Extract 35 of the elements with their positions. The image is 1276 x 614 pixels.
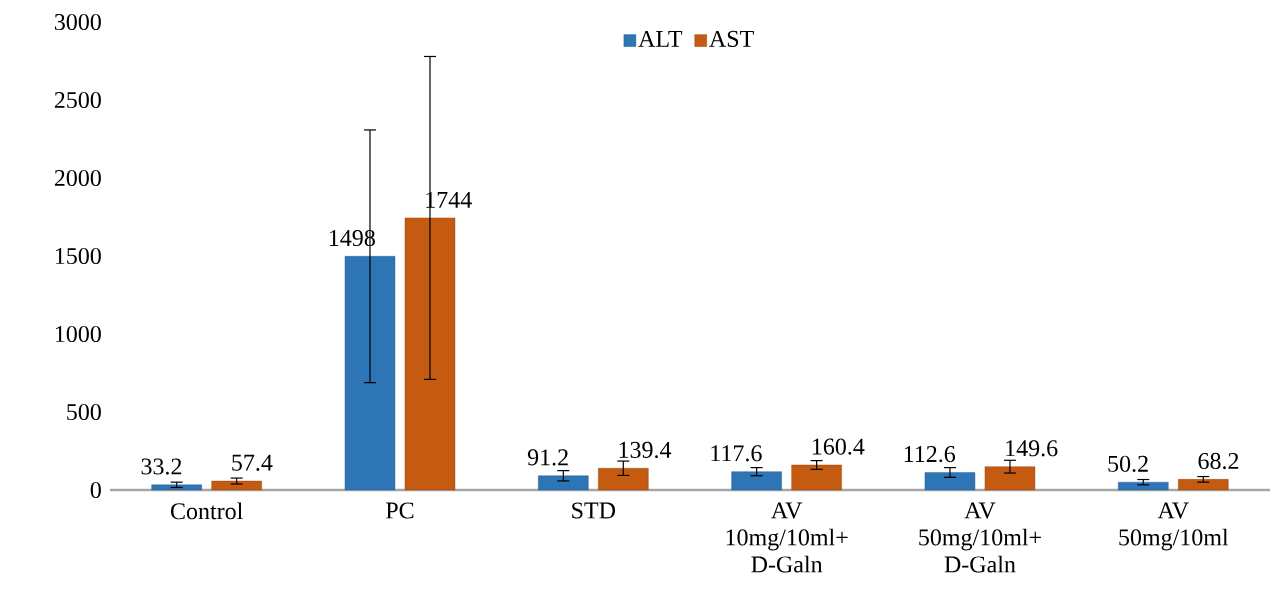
x-tick-label: AV 50mg/10ml (1119, 502, 1229, 551)
x-tick-label: AV 50mg/10ml+ D-Galn (919, 502, 1041, 573)
y-tick-label: 1500 (55, 247, 101, 265)
data-label: 33.2 (141, 458, 182, 475)
data-label: 91.2 (527, 449, 568, 466)
bar (211, 480, 262, 491)
y-tick-label: 0 (90, 481, 101, 499)
data-label: 160.4 (812, 438, 865, 455)
data-label: 117.6 (711, 445, 762, 462)
x-tick-label: PC (386, 502, 414, 519)
data-label: 50.2 (1108, 455, 1148, 472)
bar (151, 484, 202, 491)
data-label: 57.4 (232, 454, 273, 471)
data-label: 68.2 (1198, 452, 1239, 470)
x-tick-label: AV 10mg/10ml+ D-Galn (726, 502, 848, 573)
bar (924, 472, 976, 491)
bar (1118, 481, 1169, 491)
y-tick-label: 2500 (54, 91, 101, 109)
bar (984, 466, 1036, 491)
x-tick-label: Control (170, 502, 243, 520)
bar (791, 464, 842, 491)
bar (598, 468, 649, 491)
bar (1178, 479, 1229, 491)
y-tick-label: 3000 (54, 13, 101, 31)
x-tick-label: STD (572, 502, 616, 519)
data-label: 139.4 (619, 441, 672, 459)
y-tick-label: 1000 (55, 325, 101, 343)
data-label: 149.6 (1006, 440, 1058, 457)
legend-label: AST (709, 30, 754, 47)
y-tick-label: 500 (67, 403, 101, 421)
bar (538, 475, 589, 491)
bar (731, 471, 782, 491)
legend-label: ALT (638, 30, 683, 47)
data-label: 112.6 (904, 446, 956, 463)
y-tick-label: 2000 (54, 169, 101, 187)
